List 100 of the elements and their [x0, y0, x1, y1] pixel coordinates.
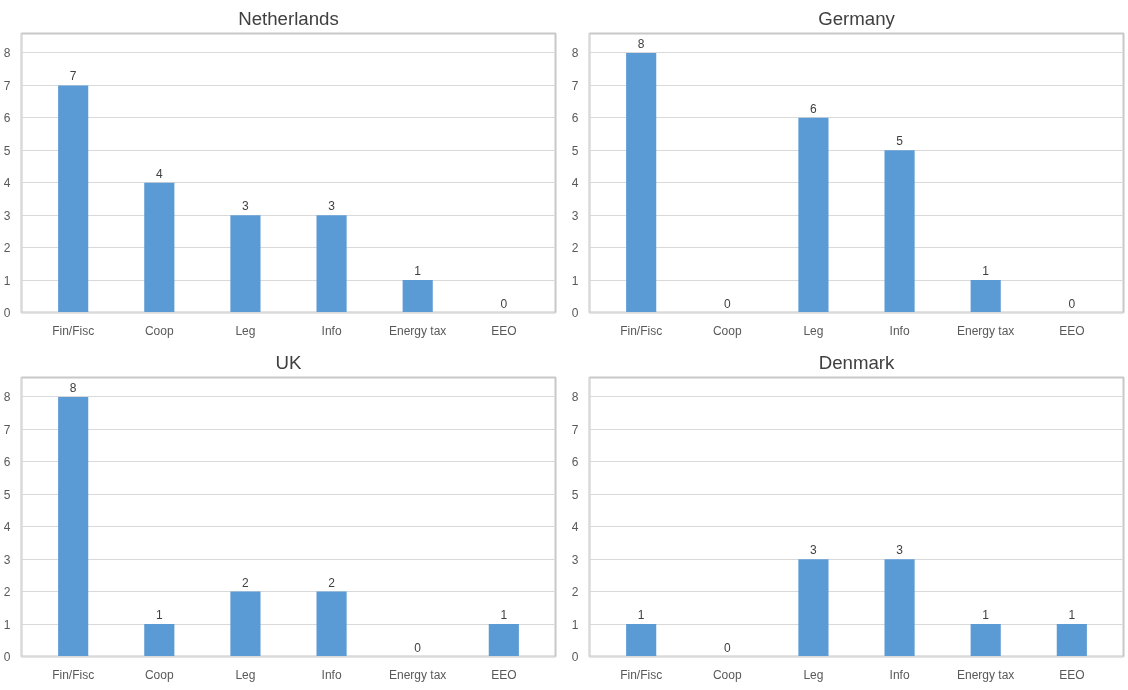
data-label: 8 — [69, 380, 77, 395]
x-tick-label: Coop — [144, 667, 174, 682]
data-label: 1 — [500, 608, 508, 623]
bar — [626, 52, 657, 313]
x-tick-label: EEO — [1059, 323, 1085, 338]
y-tick-label: 2 — [571, 585, 579, 600]
bar — [58, 85, 89, 313]
y-tick-label: 7 — [3, 78, 11, 93]
data-label: 2 — [242, 575, 250, 590]
y-tick-label: 6 — [571, 455, 579, 470]
data-label: 3 — [242, 199, 250, 214]
y-tick-label: 7 — [571, 78, 579, 93]
x-tick-label: Fin/Fisc — [620, 667, 663, 682]
y-tick-label: 6 — [3, 455, 11, 470]
data-label: 1 — [982, 264, 990, 279]
y-tick-label: 4 — [571, 520, 579, 535]
y-tick-label: 6 — [3, 111, 11, 126]
y-tick-label: 1 — [571, 617, 579, 632]
y-tick-label: 5 — [3, 487, 11, 502]
y-tick-label: 5 — [571, 487, 579, 502]
x-tick-label: Leg — [235, 323, 256, 338]
data-label: 1 — [637, 608, 645, 623]
data-label: 0 — [723, 296, 731, 311]
y-tick-label: 5 — [3, 143, 11, 158]
y-tick-label: 4 — [3, 176, 11, 191]
y-tick-label: 4 — [3, 520, 11, 535]
bar — [144, 624, 175, 657]
data-label: 0 — [1068, 296, 1076, 311]
x-tick-label: Energy tax — [389, 667, 447, 682]
x-tick-label: Leg — [235, 667, 256, 682]
x-tick-label: Info — [321, 667, 342, 682]
data-label: 1 — [982, 608, 990, 623]
y-tick-label: 1 — [3, 273, 11, 288]
bar — [316, 591, 347, 657]
data-label: 2 — [328, 575, 336, 590]
x-tick-label: Leg — [803, 667, 824, 682]
bar — [798, 117, 829, 313]
data-label: 1 — [1068, 608, 1076, 623]
bar — [970, 280, 1001, 313]
bar — [230, 215, 261, 313]
data-label: 3 — [896, 543, 904, 558]
data-label: 5 — [896, 134, 904, 149]
data-label: 6 — [810, 101, 818, 116]
data-label: 0 — [500, 296, 508, 311]
x-tick-label: Energy tax — [389, 323, 447, 338]
y-tick-label: 8 — [3, 390, 11, 405]
y-tick-label: 8 — [571, 390, 579, 405]
data-label: 1 — [155, 608, 163, 623]
y-tick-label: 1 — [3, 617, 11, 632]
data-label: 1 — [414, 264, 422, 279]
y-tick-label: 0 — [3, 306, 11, 320]
y-tick-label: 3 — [571, 208, 579, 223]
x-tick-label: EEO — [491, 323, 517, 338]
data-label: 7 — [69, 69, 77, 84]
y-tick-label: 2 — [3, 241, 11, 256]
bar — [884, 150, 915, 313]
y-tick-label: 1 — [571, 273, 579, 288]
x-tick-label: Energy tax — [957, 667, 1015, 682]
y-tick-label: 3 — [3, 552, 11, 567]
x-tick-label: Energy tax — [957, 323, 1015, 338]
y-tick-label: 0 — [3, 650, 11, 664]
bar — [58, 396, 89, 657]
chart-title: Germany — [818, 7, 896, 29]
y-tick-label: 0 — [571, 650, 579, 664]
data-label: 8 — [637, 36, 645, 51]
data-label: 0 — [414, 640, 422, 655]
y-tick-label: 4 — [571, 176, 579, 191]
y-tick-label: 2 — [3, 585, 11, 600]
data-label: 3 — [810, 543, 818, 558]
x-tick-label: EEO — [1059, 667, 1085, 682]
bar — [144, 182, 175, 313]
data-label: 3 — [328, 199, 336, 214]
x-tick-label: Info — [889, 667, 910, 682]
chart-title: Netherlands — [238, 7, 339, 29]
bar — [488, 624, 519, 657]
y-tick-label: 2 — [571, 241, 579, 256]
x-tick-label: Fin/Fisc — [620, 323, 663, 338]
y-tick-label: 8 — [3, 46, 11, 61]
y-tick-label: 7 — [3, 422, 11, 437]
bar — [316, 215, 347, 313]
chart-title: Denmark — [818, 351, 896, 373]
x-tick-label: Coop — [144, 323, 174, 338]
x-tick-label: Fin/Fisc — [52, 667, 95, 682]
bar — [230, 591, 261, 657]
y-tick-label: 3 — [3, 208, 11, 223]
y-tick-label: 3 — [571, 552, 579, 567]
y-tick-label: 0 — [571, 306, 579, 320]
x-tick-label: Info — [889, 323, 910, 338]
x-tick-label: EEO — [491, 667, 517, 682]
data-label: 4 — [155, 166, 163, 181]
y-tick-label: 5 — [571, 143, 579, 158]
x-tick-label: Leg — [803, 323, 824, 338]
x-tick-label: Info — [321, 323, 342, 338]
y-tick-label: 7 — [571, 422, 579, 437]
data-label: 0 — [723, 640, 731, 655]
y-tick-label: 8 — [571, 46, 579, 61]
y-tick-label: 6 — [571, 111, 579, 126]
x-tick-label: Fin/Fisc — [52, 323, 95, 338]
x-tick-label: Coop — [712, 667, 742, 682]
x-tick-label: Coop — [712, 323, 742, 338]
